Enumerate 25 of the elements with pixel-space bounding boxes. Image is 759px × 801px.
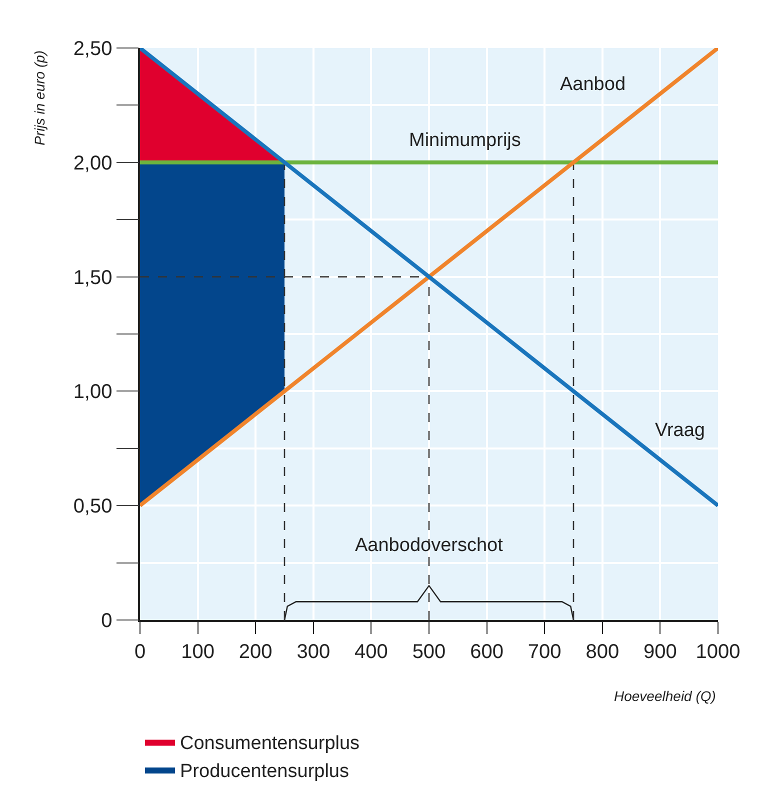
- series-label: Vraag: [655, 420, 705, 441]
- x-tick-label: 100: [181, 640, 214, 663]
- x-tick-label: 600: [470, 640, 504, 663]
- y-tick-label: 2,00: [73, 152, 112, 174]
- annotation: Aanbodoverschot: [355, 535, 504, 556]
- x-tick-label: 200: [238, 640, 272, 663]
- x-axis-title: Hoeveelheid (Q): [614, 688, 716, 704]
- y-tick-label: 1,50: [73, 266, 112, 289]
- y-tick-label: 0,50: [73, 496, 112, 518]
- x-tick-label: 700: [528, 640, 562, 663]
- x-tick-label: 1000: [696, 640, 740, 663]
- series-label: Minimumprijs: [409, 130, 521, 151]
- x-tick-label: 900: [644, 640, 677, 663]
- x-tick-label: 300: [296, 640, 330, 663]
- x-tick-label: 0: [134, 640, 146, 663]
- x-tick-label: 400: [354, 640, 388, 663]
- x-tick-label: 800: [586, 640, 620, 663]
- legend-label: Consumentensurplus: [180, 733, 360, 754]
- y-tick-label: 1,00: [73, 381, 112, 404]
- x-tick-label: 500: [412, 640, 446, 663]
- y-axis-title: Prijs in euro (p): [31, 50, 48, 146]
- legend-label: Producentensurplus: [180, 760, 349, 782]
- series-label: Aanbod: [560, 74, 626, 95]
- y-tick-label: 0: [101, 610, 112, 632]
- y-tick-label: 2,50: [73, 38, 112, 60]
